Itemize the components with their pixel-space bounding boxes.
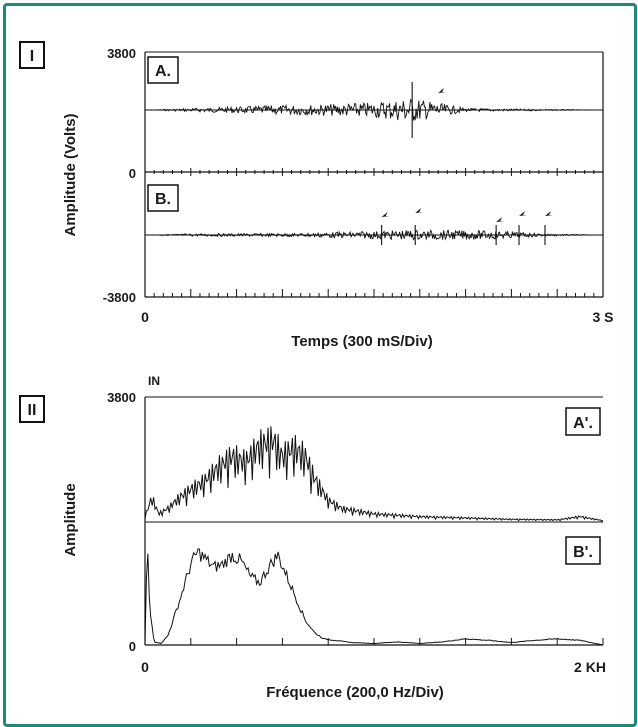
series-label-box-a (147, 56, 179, 84)
series-label-a-prime: A'. (573, 415, 593, 432)
y-axis-label-ii: Amplitude (62, 483, 79, 556)
marker-b-0 (381, 212, 390, 217)
series-label-box-b-prime (565, 536, 601, 565)
series-label-b-prime: B'. (573, 544, 593, 561)
spectrum-a-prime (144, 426, 604, 522)
x-tick-label-ii-0: 0 (141, 659, 149, 675)
y-tick-label-3800: 3800 (107, 46, 136, 61)
figure-frame (3, 3, 637, 727)
x-tick-label-ii-2kh: 2 KH (574, 659, 606, 675)
panel-label-i: I (30, 48, 34, 65)
x-tick-label-3s: 3 S (592, 309, 613, 325)
panel-label-ii: II (28, 402, 37, 419)
x-axis-label-i: Temps (300 mS/Div) (291, 333, 432, 350)
marker-b-4 (544, 211, 553, 216)
corner-label-in: IN (148, 374, 160, 388)
panel-label-box-i (19, 41, 45, 69)
y-tick-label-neg3800: -3800 (103, 290, 136, 305)
x-tick-label-0: 0 (141, 309, 149, 325)
panel-label-box-ii (19, 395, 45, 423)
marker-b-3 (519, 211, 528, 216)
y-tick-label-0: 0 (129, 166, 136, 181)
y-axis-label-i: Amplitude (Volts) (62, 113, 79, 236)
series-label-a: A. (155, 63, 171, 80)
series-label-box-a-prime (565, 407, 601, 436)
marker-b-1 (415, 208, 424, 213)
marker-b-2 (496, 217, 505, 222)
x-axis-label-ii: Fréquence (200,0 Hz/Div) (266, 684, 444, 701)
series-label-b: B. (155, 191, 171, 208)
y-tick-label-ii-3800: 3800 (107, 390, 136, 405)
series-label-box-b (147, 184, 179, 212)
y-tick-label-ii-0: 0 (129, 639, 136, 654)
spectrum-b-prime (144, 548, 604, 646)
waveform-b (145, 228, 603, 241)
marker-a-0 (438, 88, 447, 93)
